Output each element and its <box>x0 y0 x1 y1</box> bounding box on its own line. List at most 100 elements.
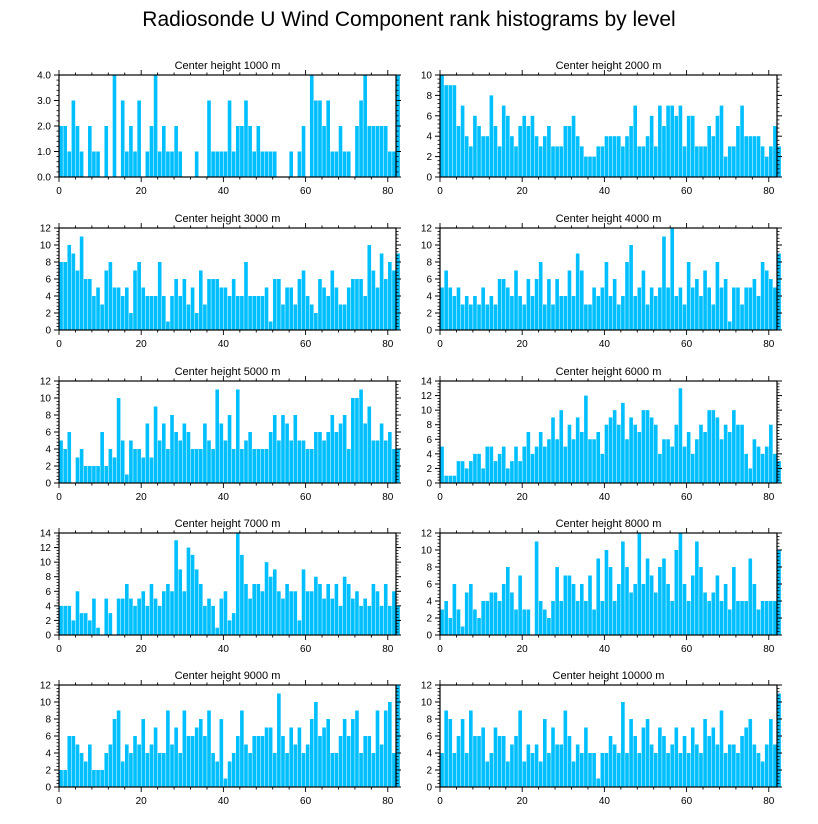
histogram-bar <box>174 727 178 787</box>
x-tick-label: 20 <box>136 339 148 350</box>
histogram-bar <box>732 744 736 787</box>
histogram-bar <box>579 270 584 330</box>
histogram-bar <box>293 591 298 635</box>
histogram-bar <box>530 296 535 330</box>
x-tick-label: 40 <box>218 339 230 350</box>
histogram-bar <box>703 146 707 177</box>
histogram-bar <box>678 287 683 330</box>
histogram-bar <box>514 736 518 787</box>
histogram-bar <box>748 558 753 635</box>
histogram-bar <box>83 613 88 635</box>
histogram-bar <box>178 440 183 483</box>
histogram-bar <box>522 761 527 787</box>
histogram-bar <box>477 736 481 787</box>
x-tick-label: 0 <box>437 492 443 503</box>
histogram-bar <box>711 304 716 330</box>
histogram-bar <box>281 415 285 483</box>
histogram-bar <box>727 744 732 787</box>
histogram-bar <box>485 136 490 177</box>
histogram-bar <box>497 146 502 177</box>
y-tick-label: 10 <box>421 406 433 417</box>
histogram-bar <box>773 601 777 635</box>
histogram-bar <box>464 468 469 483</box>
histogram-bar <box>485 601 490 635</box>
histogram-bar <box>256 449 261 483</box>
histogram-bar <box>604 424 609 483</box>
histogram-bar <box>752 744 757 787</box>
histogram-bar <box>285 287 289 330</box>
y-tick-label: 4 <box>426 749 432 760</box>
histogram-bar <box>715 575 720 635</box>
histogram-bar <box>240 554 244 635</box>
histogram-bar <box>736 424 740 483</box>
histogram-bar <box>383 126 388 177</box>
panel-title: Center height 2000 m <box>556 60 662 72</box>
histogram-bar <box>330 151 335 177</box>
histogram-bar <box>699 753 703 787</box>
x-tick-label: 80 <box>382 339 394 350</box>
histogram-bar <box>289 440 294 483</box>
histogram-bar <box>707 601 711 635</box>
histogram-bar <box>563 296 568 330</box>
histogram-bar <box>375 591 380 635</box>
histogram-bar <box>579 432 584 483</box>
histogram-bar <box>608 136 613 177</box>
histogram-bar <box>326 719 330 787</box>
panel-title: Center height 4000 m <box>556 213 662 225</box>
histogram-bar <box>223 440 228 483</box>
histogram-bar <box>542 609 547 635</box>
histogram-bar <box>559 146 564 177</box>
histogram-bar <box>456 609 461 635</box>
histogram-bar <box>686 753 691 787</box>
histogram-bar <box>120 440 125 483</box>
y-tick-label: 8 <box>45 572 51 583</box>
histogram-bar <box>674 727 679 787</box>
histogram-bar <box>388 262 392 330</box>
y-tick-label: 3.0 <box>37 96 51 107</box>
x-tick-label: 20 <box>136 492 148 503</box>
x-tick-label: 40 <box>599 644 611 655</box>
histogram-bar <box>633 424 638 483</box>
histogram-bar <box>497 279 502 330</box>
histogram-bar <box>252 736 257 787</box>
histogram-bar <box>141 287 146 330</box>
histogram-bar <box>481 287 485 330</box>
histogram-bar <box>588 304 592 330</box>
histogram-bar <box>530 115 535 177</box>
histogram-bar <box>703 270 707 330</box>
histogram-bar <box>464 753 469 787</box>
histogram-bar <box>662 558 666 635</box>
y-tick-label: 0 <box>426 631 432 642</box>
histogram-bar <box>71 736 76 787</box>
histogram-bar <box>198 449 203 483</box>
histogram-bar <box>575 744 580 787</box>
histogram-bar <box>612 410 617 483</box>
x-tick-label: 40 <box>599 186 611 197</box>
histogram-bar <box>100 304 104 330</box>
histogram-bar <box>235 389 240 483</box>
histogram-bar <box>178 569 183 635</box>
histogram-bar <box>330 753 335 787</box>
histogram-bar <box>174 540 178 635</box>
histogram-bar <box>322 287 326 330</box>
histogram-bar <box>489 446 494 483</box>
histogram-bar <box>707 736 711 787</box>
histogram-bar <box>157 151 162 177</box>
histogram-bar <box>367 605 372 635</box>
histogram-bar <box>198 719 203 787</box>
x-tick-label: 40 <box>218 796 230 807</box>
histogram-bar <box>264 151 269 177</box>
histogram-bar <box>309 449 314 483</box>
histogram-bar <box>575 253 580 330</box>
histogram-bar <box>464 296 469 330</box>
histogram-bar <box>149 296 154 330</box>
y-tick-label: 4 <box>45 292 51 303</box>
histogram-bar <box>575 417 580 483</box>
y-tick-label: 8 <box>426 715 432 726</box>
histogram-bar <box>473 115 477 177</box>
histogram-bar <box>608 296 613 330</box>
x-tick-label: 60 <box>681 186 693 197</box>
histogram-bar <box>137 744 141 787</box>
histogram-bar <box>633 105 638 177</box>
histogram-bar <box>695 146 699 177</box>
